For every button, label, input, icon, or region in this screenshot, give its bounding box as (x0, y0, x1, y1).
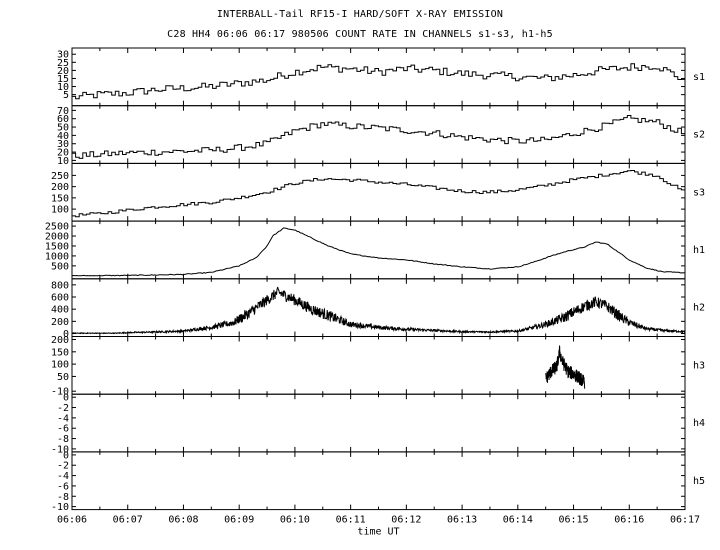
y-tick-label-h3: 100 (51, 360, 69, 371)
y-tick-label-s2: 30 (57, 139, 69, 150)
panel-frame-h1 (71, 220, 686, 280)
panel-frame-s2 (71, 105, 686, 164)
y-tick-label-h4: 0 (63, 393, 69, 404)
y-tick-label-h5: -6 (57, 481, 69, 492)
panel-s1 (71, 47, 686, 107)
channel-label-s3: s3 (693, 187, 705, 198)
y-tick-label-s2: 50 (57, 123, 69, 134)
panel-h3 (71, 336, 686, 395)
y-tick-label-h3: 50 (57, 372, 69, 383)
y-tick-label-s2: 20 (57, 148, 69, 159)
y-tick-label-h5: 0 (63, 450, 69, 461)
y-tick-label-s3: 150 (51, 193, 69, 204)
panel-h2 (71, 278, 686, 337)
y-tick-label-h4: -4 (57, 413, 69, 424)
y-tick-label-h5: -8 (57, 492, 69, 503)
series-s3 (72, 170, 685, 218)
channel-label-h1: h1 (693, 245, 705, 256)
channel-label-h2: h2 (693, 303, 705, 314)
y-tick-label-s1: 10 (57, 82, 69, 93)
panel-h4 (71, 393, 686, 453)
chart-title: INTERBALL-Tail RF15-I HARD/SOFT X-RAY EM… (216, 9, 504, 20)
y-tick-label-h4: -2 (57, 403, 69, 414)
y-tick-label-s1: 5 (63, 90, 69, 101)
y-tick-label-h2: 600 (51, 293, 69, 304)
y-tick-label-h1: 500 (51, 261, 69, 272)
x-tick-label: 06:10 (280, 515, 310, 526)
y-tick-label-h5: -10 (51, 502, 69, 513)
y-tick-label-h2: 400 (51, 305, 69, 316)
y-tick-label-h1: 2000 (45, 232, 69, 243)
chart-subtitle: C28 HH4 06:06 06:17 980506 COUNT RATE IN… (167, 29, 553, 40)
y-tick-label-s3: 100 (51, 205, 69, 216)
y-tick-label-s1: 25 (57, 58, 69, 69)
y-tick-label-s2: 10 (57, 156, 69, 167)
x-tick-label: 06:06 (57, 515, 87, 526)
x-tick-label: 06:07 (113, 515, 143, 526)
panel-frame-s1 (71, 47, 686, 107)
x-tick-label: 06:09 (224, 515, 254, 526)
series-h2 (71, 286, 686, 335)
x-tick-label: 06:17 (670, 515, 700, 526)
y-tick-label-h5: -4 (57, 471, 69, 482)
panel-frame-h4 (71, 393, 686, 453)
channel-label-h5: h5 (693, 476, 705, 487)
y-tick-label-s1: 30 (57, 50, 69, 61)
panel-frame-s3 (71, 162, 686, 222)
y-tick-label-s2: 60 (57, 114, 69, 125)
panel-s3 (71, 162, 686, 222)
x-tick-label: 06:16 (614, 515, 644, 526)
y-tick-label-s1: 15 (57, 74, 69, 85)
y-tick-label-h3: 200 (51, 335, 69, 346)
y-tick-label-s1: 20 (57, 66, 69, 77)
channel-label-h4: h4 (693, 418, 705, 429)
panel-s2 (71, 105, 686, 164)
y-tick-label-h2: 200 (51, 317, 69, 328)
series-h3 (545, 344, 586, 389)
y-tick-label-h5: -2 (57, 461, 69, 472)
x-tick-label: 06:14 (503, 515, 533, 526)
panel-frame-h5 (71, 451, 686, 511)
y-tick-label-h4: -6 (57, 424, 69, 435)
channel-label-s1: s1 (693, 72, 705, 83)
y-tick-label-h4: -8 (57, 434, 69, 445)
x-tick-label: 06:13 (447, 515, 477, 526)
x-tick-label: 06:15 (558, 515, 588, 526)
y-tick-label-s3: 250 (51, 171, 69, 182)
panel-frame-h3 (71, 336, 686, 395)
y-tick-label-h3: -10 (51, 387, 69, 398)
y-tick-label-s2: 70 (57, 106, 69, 117)
x-axis-label: time UT (357, 527, 399, 538)
panel-h1 (71, 220, 686, 280)
x-tick-label: 06:11 (336, 515, 366, 526)
y-tick-label-h4: -10 (51, 444, 69, 455)
y-tick-label-s2: 40 (57, 131, 69, 142)
y-tick-label-h2: 800 (51, 280, 69, 291)
panel-h5 (71, 451, 686, 511)
series-s1 (72, 63, 685, 100)
y-tick-label-s3: 200 (51, 182, 69, 193)
y-tick-label-h1: 2500 (45, 222, 69, 233)
y-tick-label-h1: 1000 (45, 251, 69, 262)
x-tick-label: 06:08 (168, 515, 198, 526)
y-tick-label-h1: 1500 (45, 241, 69, 252)
series-h1 (71, 227, 686, 277)
series-s2 (72, 115, 685, 159)
channel-label-s2: s2 (693, 130, 705, 141)
x-tick-label: 06:12 (391, 515, 421, 526)
y-tick-label-h2: 0 (63, 329, 69, 340)
y-tick-label-h3: 150 (51, 347, 69, 358)
channel-label-h3: h3 (693, 360, 705, 371)
